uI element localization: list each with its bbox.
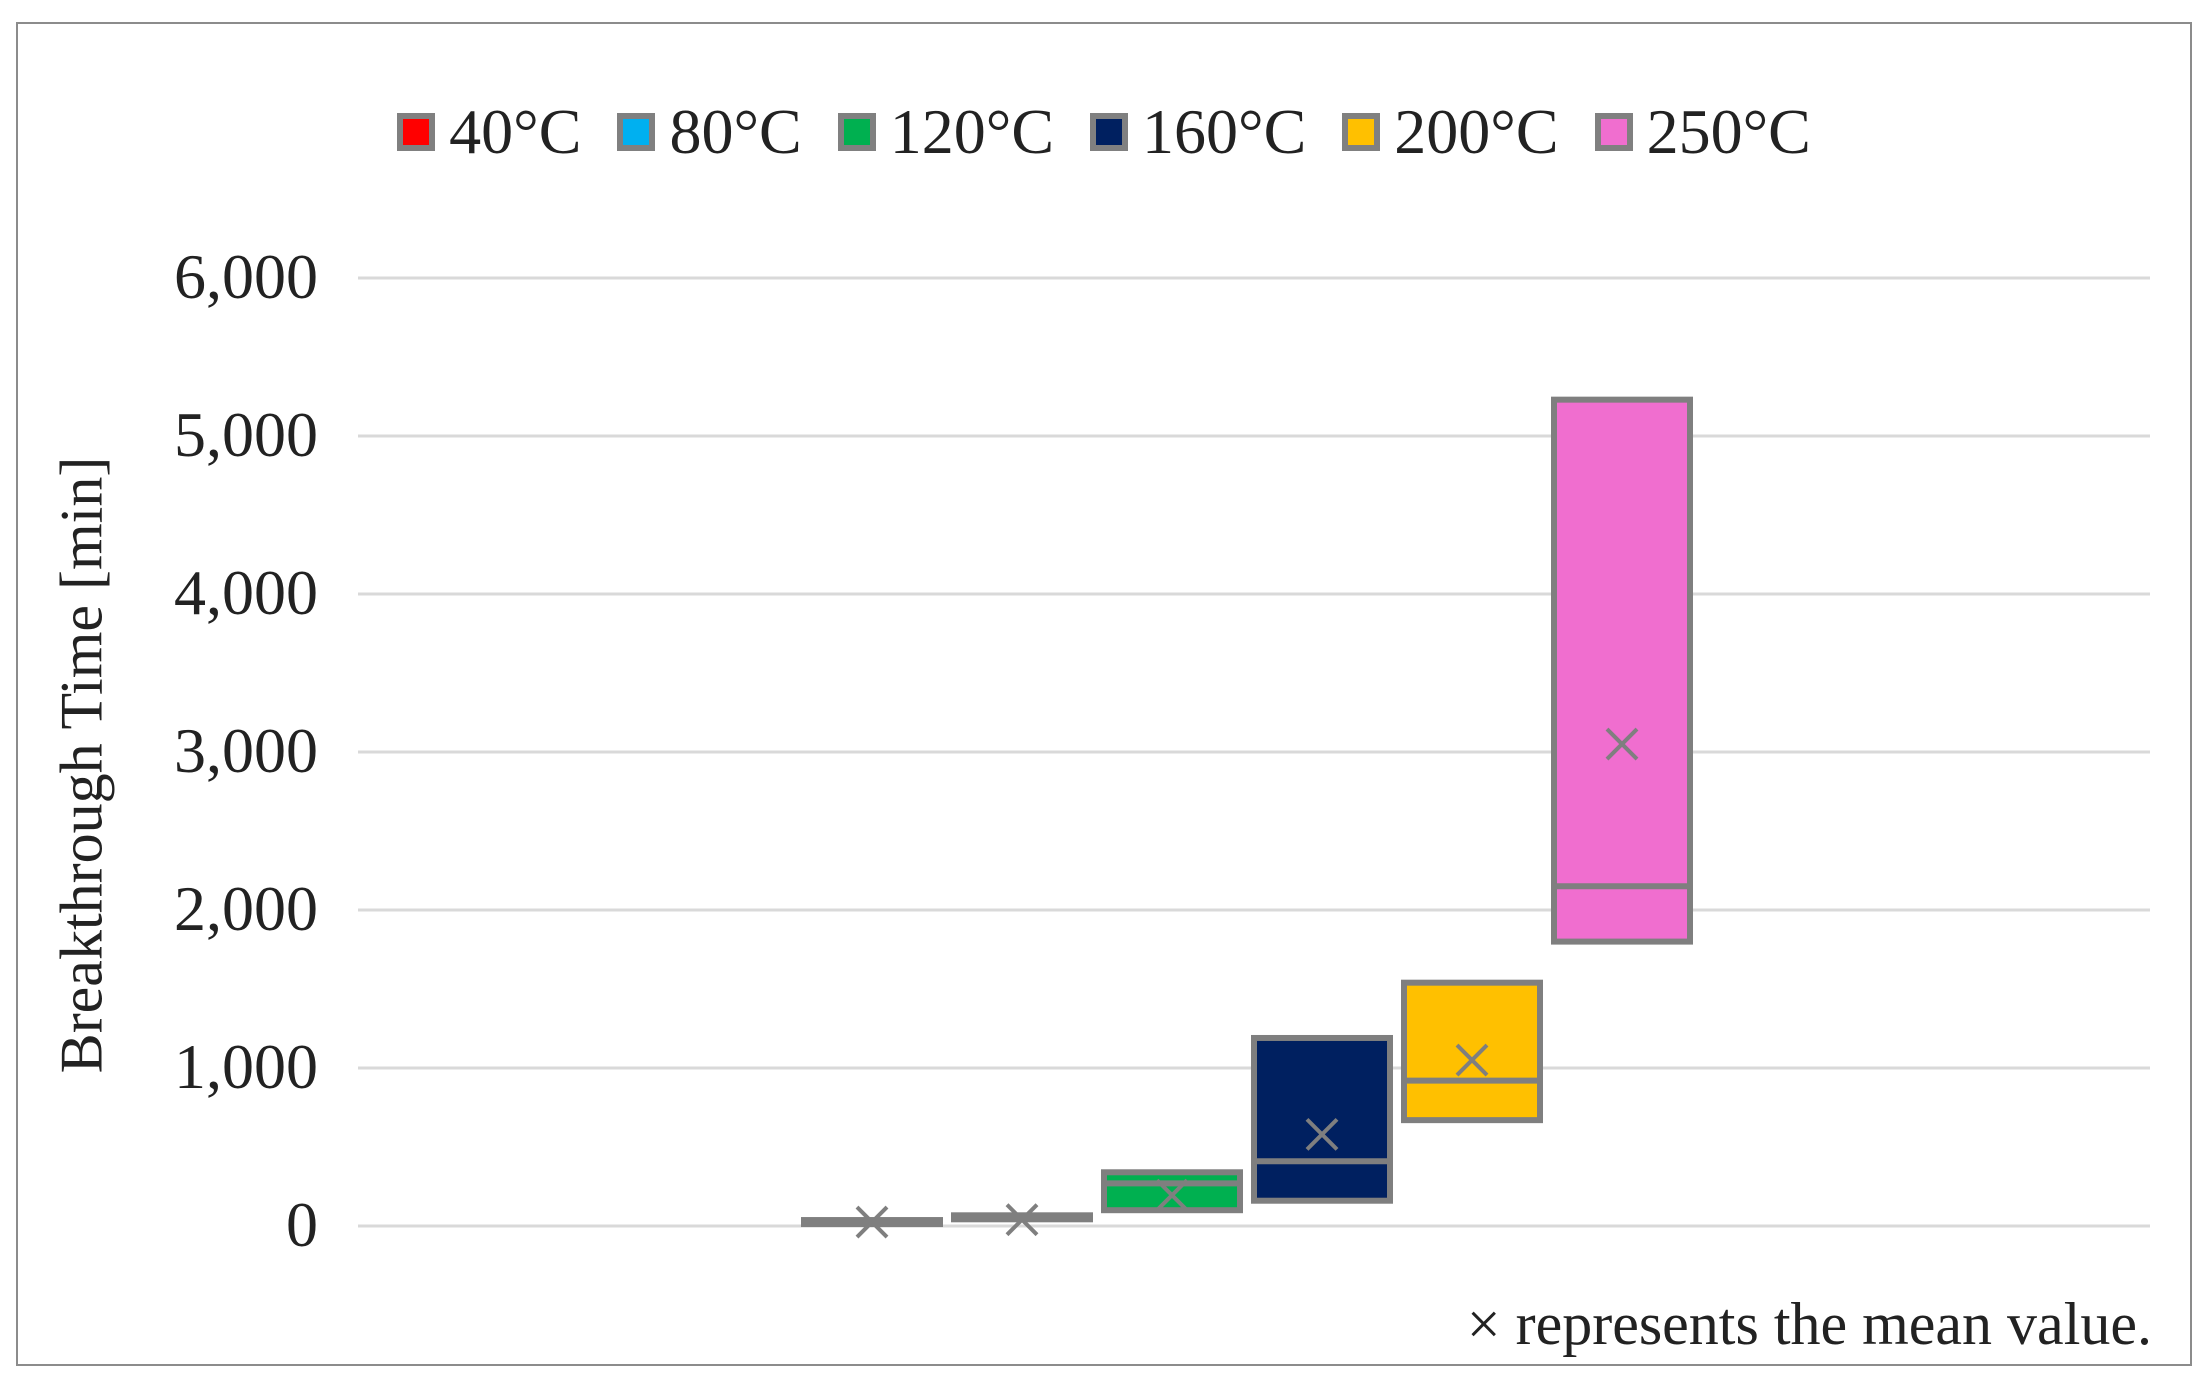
y-tick-label-0: 0 [286,1189,318,1260]
legend-item-160: 160°C [1090,100,1306,164]
legend-label-200: 200°C [1394,96,1559,167]
legend: 40°C 80°C 120°C 160°C 200°C 250°C [0,100,2208,164]
y-tick-label-3: 3,000 [174,715,318,786]
mean-marker-3 [1305,1117,1339,1151]
box-3 [1251,1034,1393,1204]
y-tick-label-4: 4,000 [174,557,318,628]
box-4 [1401,979,1543,1124]
legend-label-250: 250°C [1646,96,1811,167]
legend-swatch-120 [837,113,876,151]
y-tick-label-5: 5,000 [174,399,318,470]
mean-marker-4 [1455,1043,1489,1077]
legend-label-120: 120°C [889,96,1054,167]
legend-item-250: 250°C [1594,96,1811,167]
legend-label-40: 40°C [449,96,582,167]
mean-note: × represents the mean value. [1466,1291,2152,1357]
mean-marker-1 [1005,1203,1039,1237]
y-tick-label-2: 2,000 [174,873,318,944]
legend-item-200: 200°C [1342,96,1559,167]
mean-marker-5 [1605,727,1639,761]
legend-label-160: 160°C [1142,96,1307,167]
mean-marker-2 [1155,1178,1189,1212]
box-5 [1551,396,1693,945]
chart-frame [16,22,2192,1366]
legend-swatch-80 [617,113,656,151]
legend-swatch-250 [1594,113,1633,151]
legend-item-120: 120°C [837,96,1054,167]
y-tick-label-1: 1,000 [174,1031,318,1102]
legend-swatch-40 [397,113,436,151]
box-2 [1101,1169,1243,1214]
legend-label-80: 80°C [669,96,802,167]
mean-marker-0 [855,1205,889,1239]
legend-item-40: 40°C [397,100,581,164]
legend-item-80: 80°C [617,96,802,167]
y-tick-label-6: 6,000 [174,241,318,312]
legend-swatch-200 [1342,113,1381,151]
legend-swatch-160 [1090,113,1128,151]
